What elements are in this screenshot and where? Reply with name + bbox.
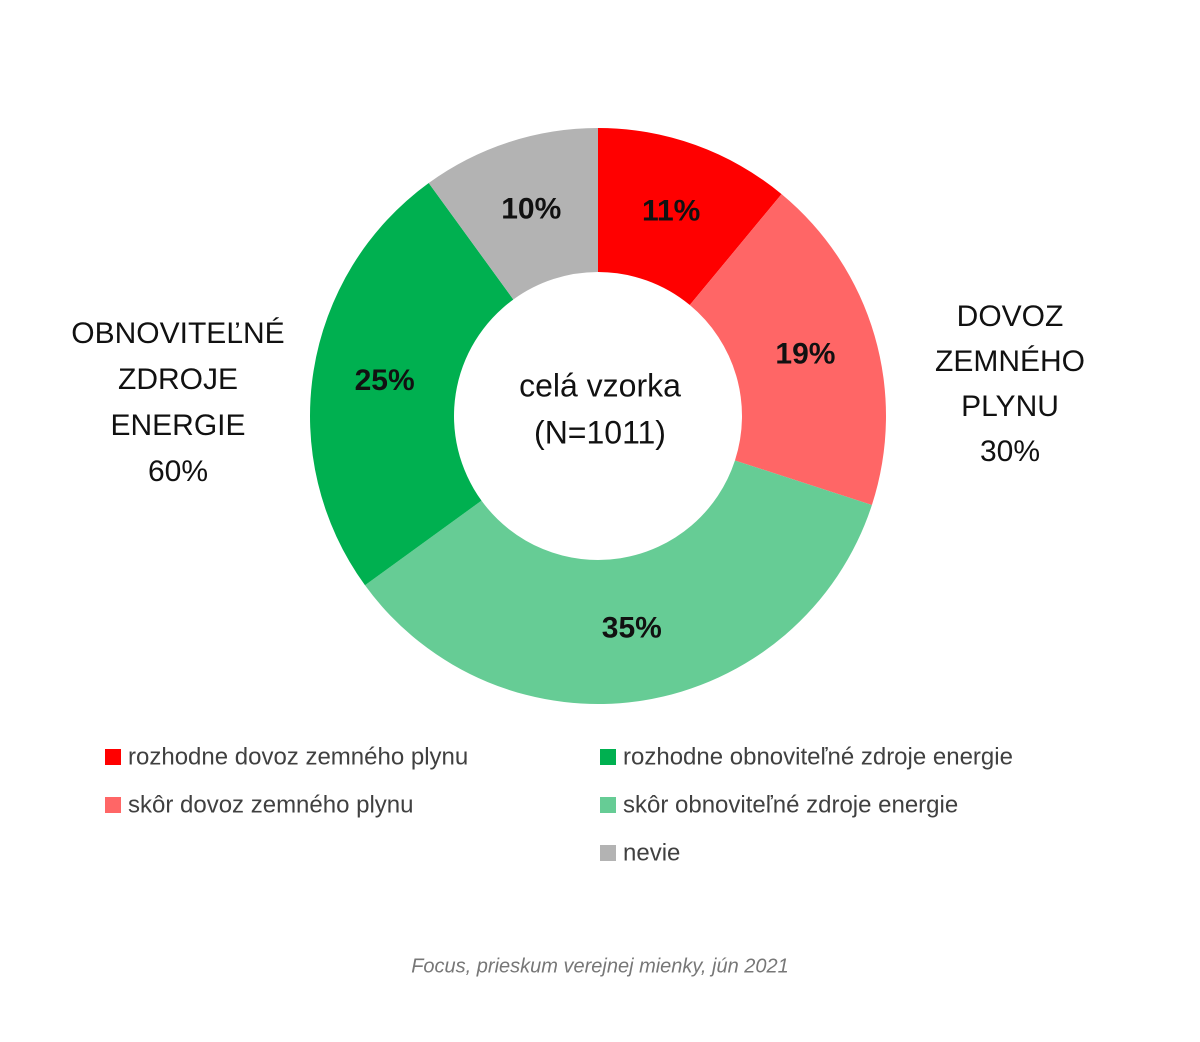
legend-label: rozhodne dovoz zemného plynu (128, 743, 468, 770)
annotation-value: 30% (980, 435, 1040, 468)
donut-slice (310, 183, 514, 586)
donut-slice (598, 128, 782, 306)
annotation-line: ENERGIE (110, 409, 245, 442)
center-text: celá vzorka (519, 367, 681, 403)
legend-label: skôr obnoviteľné zdroje energie (623, 791, 958, 818)
legend-swatch (105, 797, 121, 813)
annotation-line: ZEMNÉHO (935, 345, 1085, 378)
center-text: (N=1011) (534, 414, 666, 450)
data-label: 35% (602, 611, 662, 644)
donut-slice (689, 194, 887, 505)
annotation-value: 60% (148, 455, 208, 488)
data-label: 25% (355, 364, 415, 397)
legend-label: rozhodne obnoviteľné zdroje energie (623, 743, 1013, 770)
annotation-line: ZDROJE (118, 363, 238, 396)
legend-swatch (600, 749, 616, 765)
legend-swatch (600, 845, 616, 861)
source-note: Focus, prieskum verejnej mienky, jún 202… (411, 955, 789, 977)
annotation-line: OBNOVITEĽNÉ (71, 317, 284, 350)
legend-label: nevie (623, 839, 680, 866)
legend-swatch (105, 749, 121, 765)
data-label: 11% (642, 195, 700, 228)
annotation-line: PLYNU (961, 390, 1059, 423)
donut-slice (365, 460, 872, 704)
annotation-line: DOVOZ (957, 300, 1064, 333)
data-label: 19% (775, 338, 835, 371)
legend-swatch (600, 797, 616, 813)
data-label: 10% (501, 192, 561, 225)
legend-label: skôr dovoz zemného plynu (128, 791, 414, 818)
donut-slice (428, 128, 598, 300)
